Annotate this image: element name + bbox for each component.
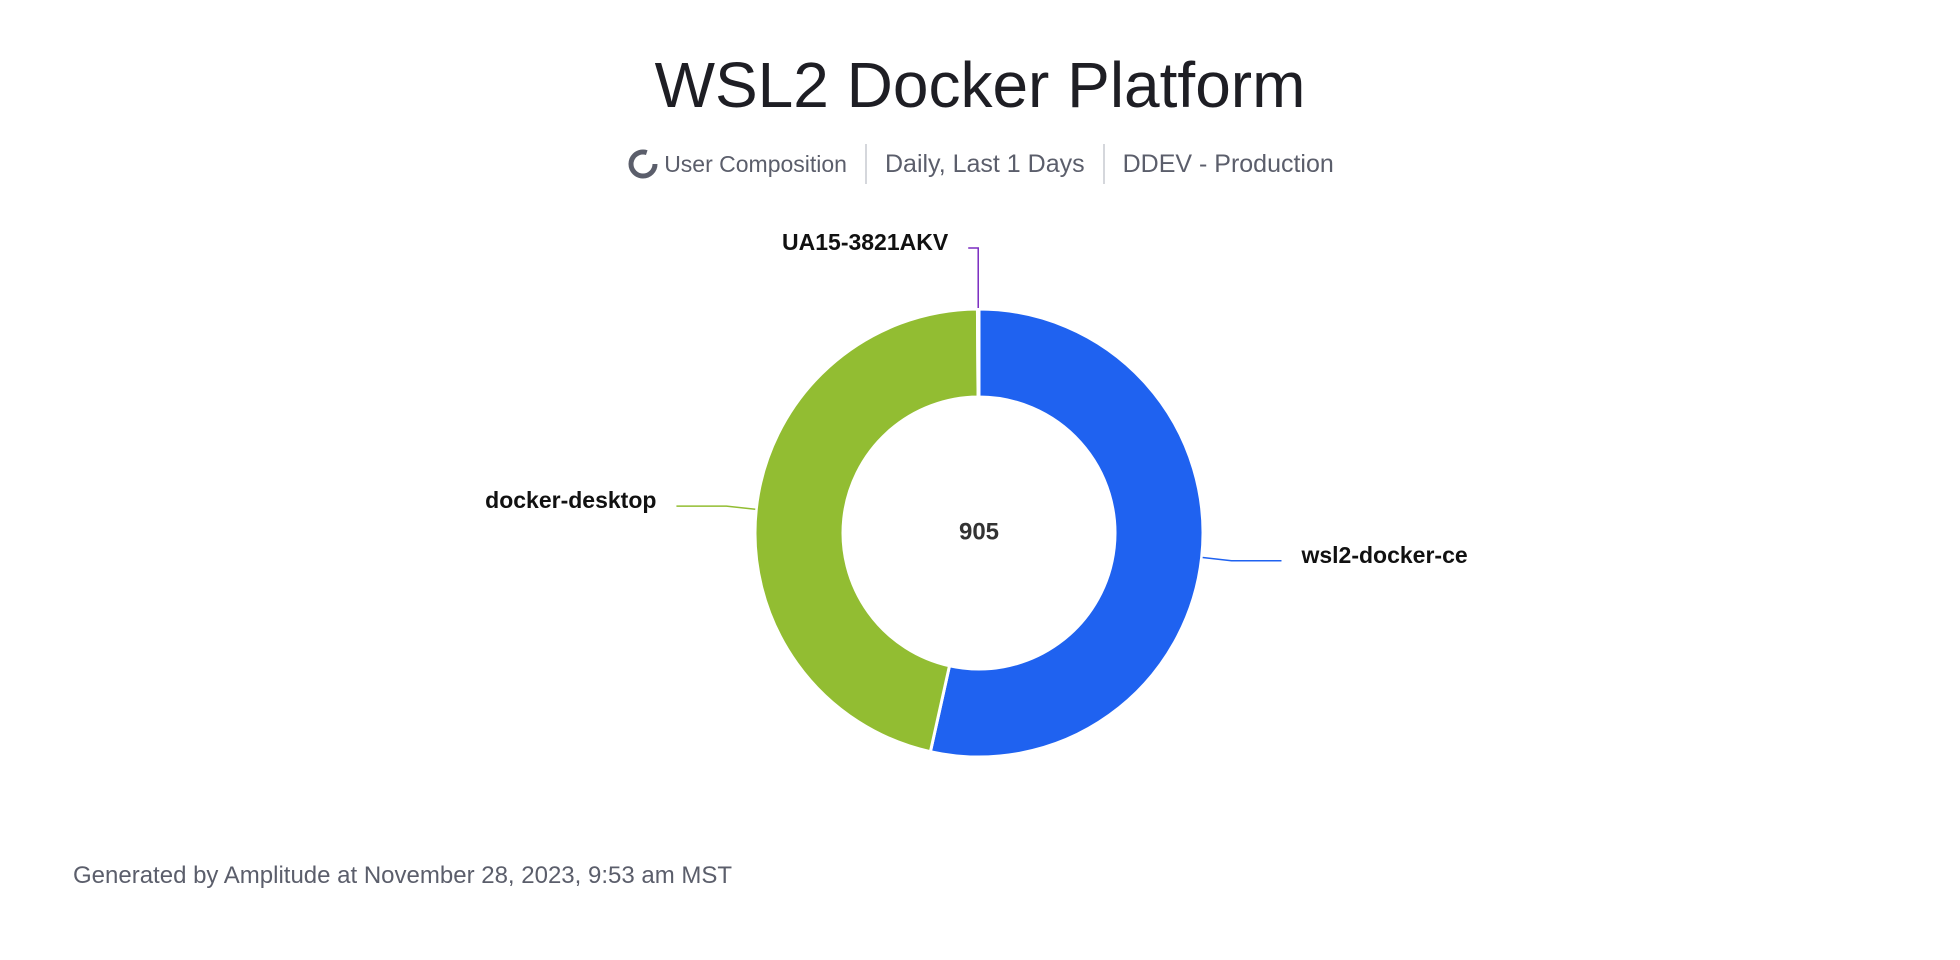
chart-title: WSL2 Docker Platform xyxy=(654,49,1306,121)
subtitle-item: Daily, Last 1 Days xyxy=(884,149,1085,178)
subtitle-item: DDEV - Production xyxy=(1122,149,1334,178)
separator xyxy=(1102,144,1105,184)
subtitle-item: User Composition xyxy=(664,150,847,177)
center-total: 905 xyxy=(959,518,999,545)
leader-line xyxy=(1202,556,1282,562)
leader-line xyxy=(968,247,979,309)
chart-icon xyxy=(628,149,658,179)
slice-label: docker-desktop xyxy=(485,487,656,513)
subtitle: User Composition Daily, Last 1 Days DDEV… xyxy=(0,144,1960,184)
chart: wsl2-docker-ce docker-desktop UA15-3821AKV… xyxy=(485,229,1468,759)
slice-label: wsl2-docker-ce xyxy=(1300,542,1467,568)
donut-slice xyxy=(753,307,980,754)
donut-slice xyxy=(928,307,1205,759)
leader-line xyxy=(676,505,756,510)
separator xyxy=(864,144,867,184)
donut-slice xyxy=(975,307,981,399)
footer: Generated by Amplitude at November 28, 2… xyxy=(73,862,733,889)
slice-label: UA15-3821AKV xyxy=(782,229,949,255)
